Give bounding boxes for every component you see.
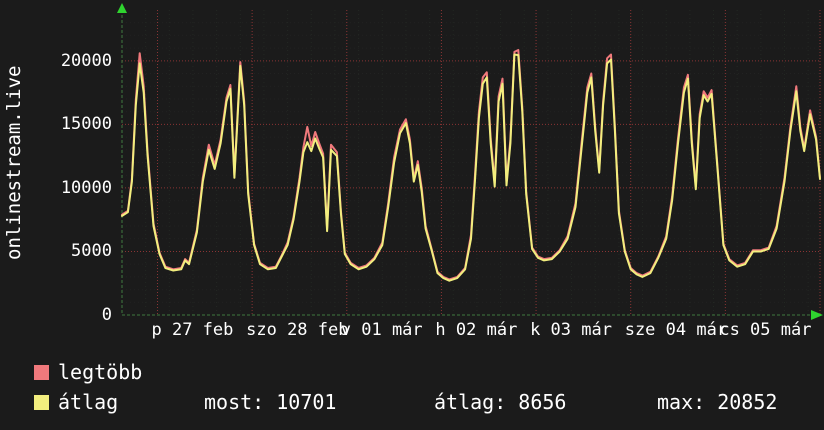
legend-label-legtobb: legtöbb bbox=[58, 360, 143, 384]
legend-item-atlag: átlag bbox=[34, 391, 118, 413]
stat-max: max: 20852 bbox=[657, 390, 778, 414]
legend-item-legtobb: legtöbb bbox=[34, 361, 142, 383]
legend-swatch-legtobb bbox=[34, 364, 49, 380]
stat-atlag: átlag: 8656 bbox=[434, 390, 567, 414]
stat-most: most: 10701 bbox=[204, 390, 337, 414]
legend-swatch-atlag bbox=[34, 394, 49, 410]
legend-label-atlag: átlag bbox=[58, 390, 119, 414]
